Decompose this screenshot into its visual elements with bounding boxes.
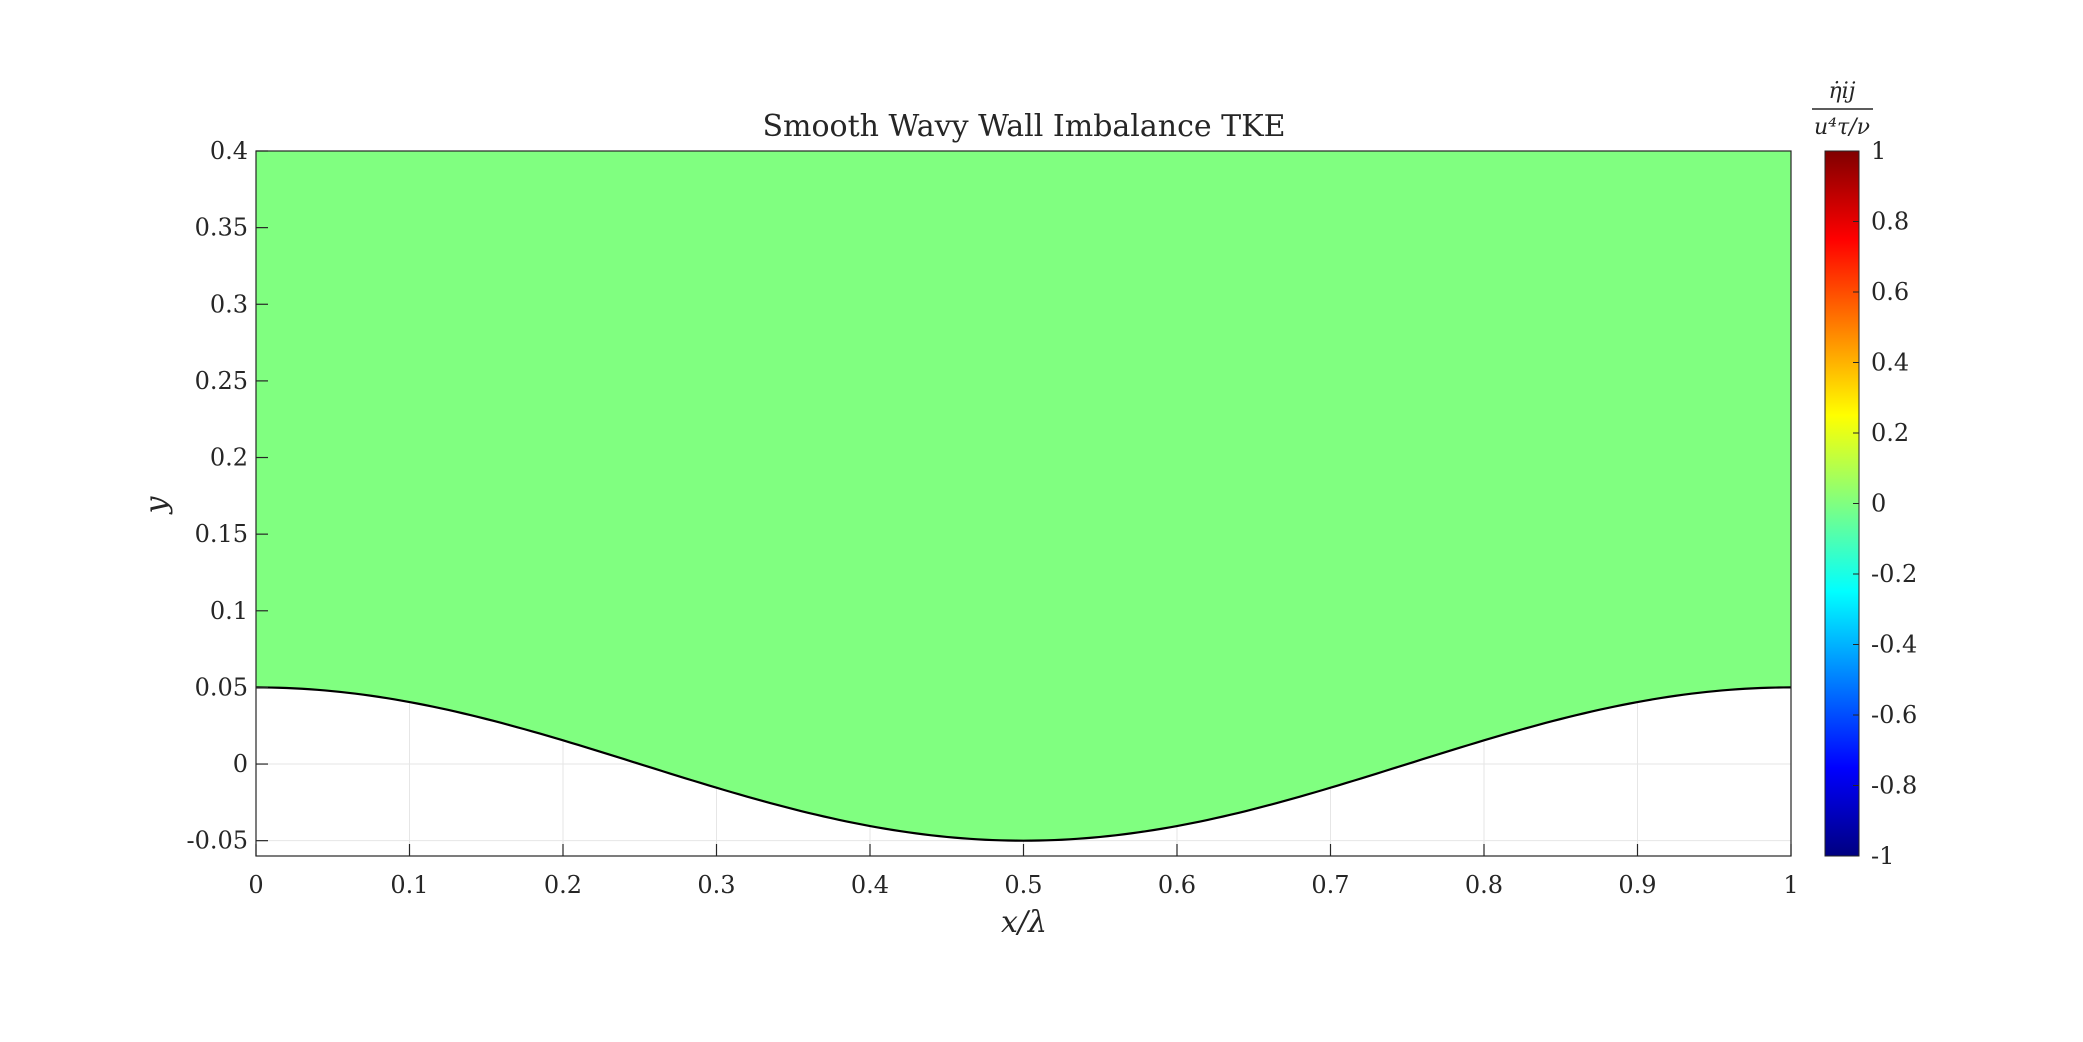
wall-curve (255, 686, 1792, 842)
colorbar-tick-label-8: -0.6 (1871, 701, 1917, 729)
y-axis-label: y (139, 495, 174, 515)
colorbar-tick-label-6: -0.2 (1871, 560, 1917, 588)
x-tick-label-1: 0.1 (390, 871, 428, 899)
chart-title: Smooth Wavy Wall Imbalance TKE (762, 109, 1285, 144)
colorbar-tick-label-5: 0 (1871, 490, 1886, 518)
colorbar-tick-label-0: 1 (1871, 137, 1886, 165)
y-tick-label-3: 0.1 (210, 597, 248, 625)
x-tick-label-0: 0 (248, 871, 263, 899)
x-tick-label-9: 0.9 (1618, 871, 1656, 899)
colorbar-label-numerator: η̇ij (1828, 79, 1855, 104)
x-tick-label-8: 0.8 (1465, 871, 1503, 899)
colorbar-tick-label-4: 0.2 (1871, 419, 1909, 447)
x-tick-label-6: 0.6 (1158, 871, 1196, 899)
colorbar-tick-label-2: 0.6 (1871, 278, 1909, 306)
x-tick-label-3: 0.3 (697, 871, 735, 899)
x-tick-label-4: 0.4 (851, 871, 889, 899)
colorbar-ticks: 1 0.8 0.6 0.4 0.2 0 -0.2 -0.4 -0.6 -0.8 -1 (1853, 137, 1917, 870)
y-tick-label-2: 0.05 (195, 673, 248, 701)
y-tick-label-6: 0.25 (195, 367, 248, 395)
colorbar-tick-label-1: 0.8 (1871, 208, 1909, 236)
x-tick-label-5: 0.5 (1004, 871, 1042, 899)
colorbar-tick-label-9: -0.8 (1871, 772, 1917, 800)
y-tick-label-5: 0.2 (210, 444, 248, 472)
x-tick-label-2: 0.2 (544, 871, 582, 899)
colorbar-tick-label-3: 0.4 (1871, 349, 1909, 377)
colorbar-tick-label-7: -0.4 (1871, 631, 1917, 659)
x-axis-label: x/λ (1001, 905, 1047, 940)
x-axis: 0 0.1 0.2 0.3 0.4 0.5 0.6 0.7 0.8 0.9 1 (248, 844, 1799, 899)
x-tick-label-7: 0.7 (1311, 871, 1349, 899)
y-tick-label-0: -0.05 (186, 827, 248, 855)
y-tick-label-4: 0.15 (195, 520, 248, 548)
y-tick-label-1: 0 (233, 750, 248, 778)
y-tick-label-8: 0.35 (195, 214, 248, 242)
colorbar-tick-label-10: -1 (1871, 842, 1894, 870)
field-region (256, 151, 1791, 841)
y-axis: -0.05 0 0.05 0.1 0.15 0.2 0.25 0.3 0.35 0.4 (186, 137, 268, 855)
y-tick-label-7: 0.3 (210, 290, 248, 318)
x-tick-label-10: 1 (1783, 871, 1798, 899)
colorbar: 1 0.8 0.6 0.4 0.2 0 -0.2 -0.4 -0.6 -0.8 -1 η̇ij u⁴… (1812, 79, 1917, 870)
y-tick-label-9: 0.4 (210, 137, 248, 165)
colorbar-label-denominator: u⁴τ/ν (1814, 115, 1870, 140)
